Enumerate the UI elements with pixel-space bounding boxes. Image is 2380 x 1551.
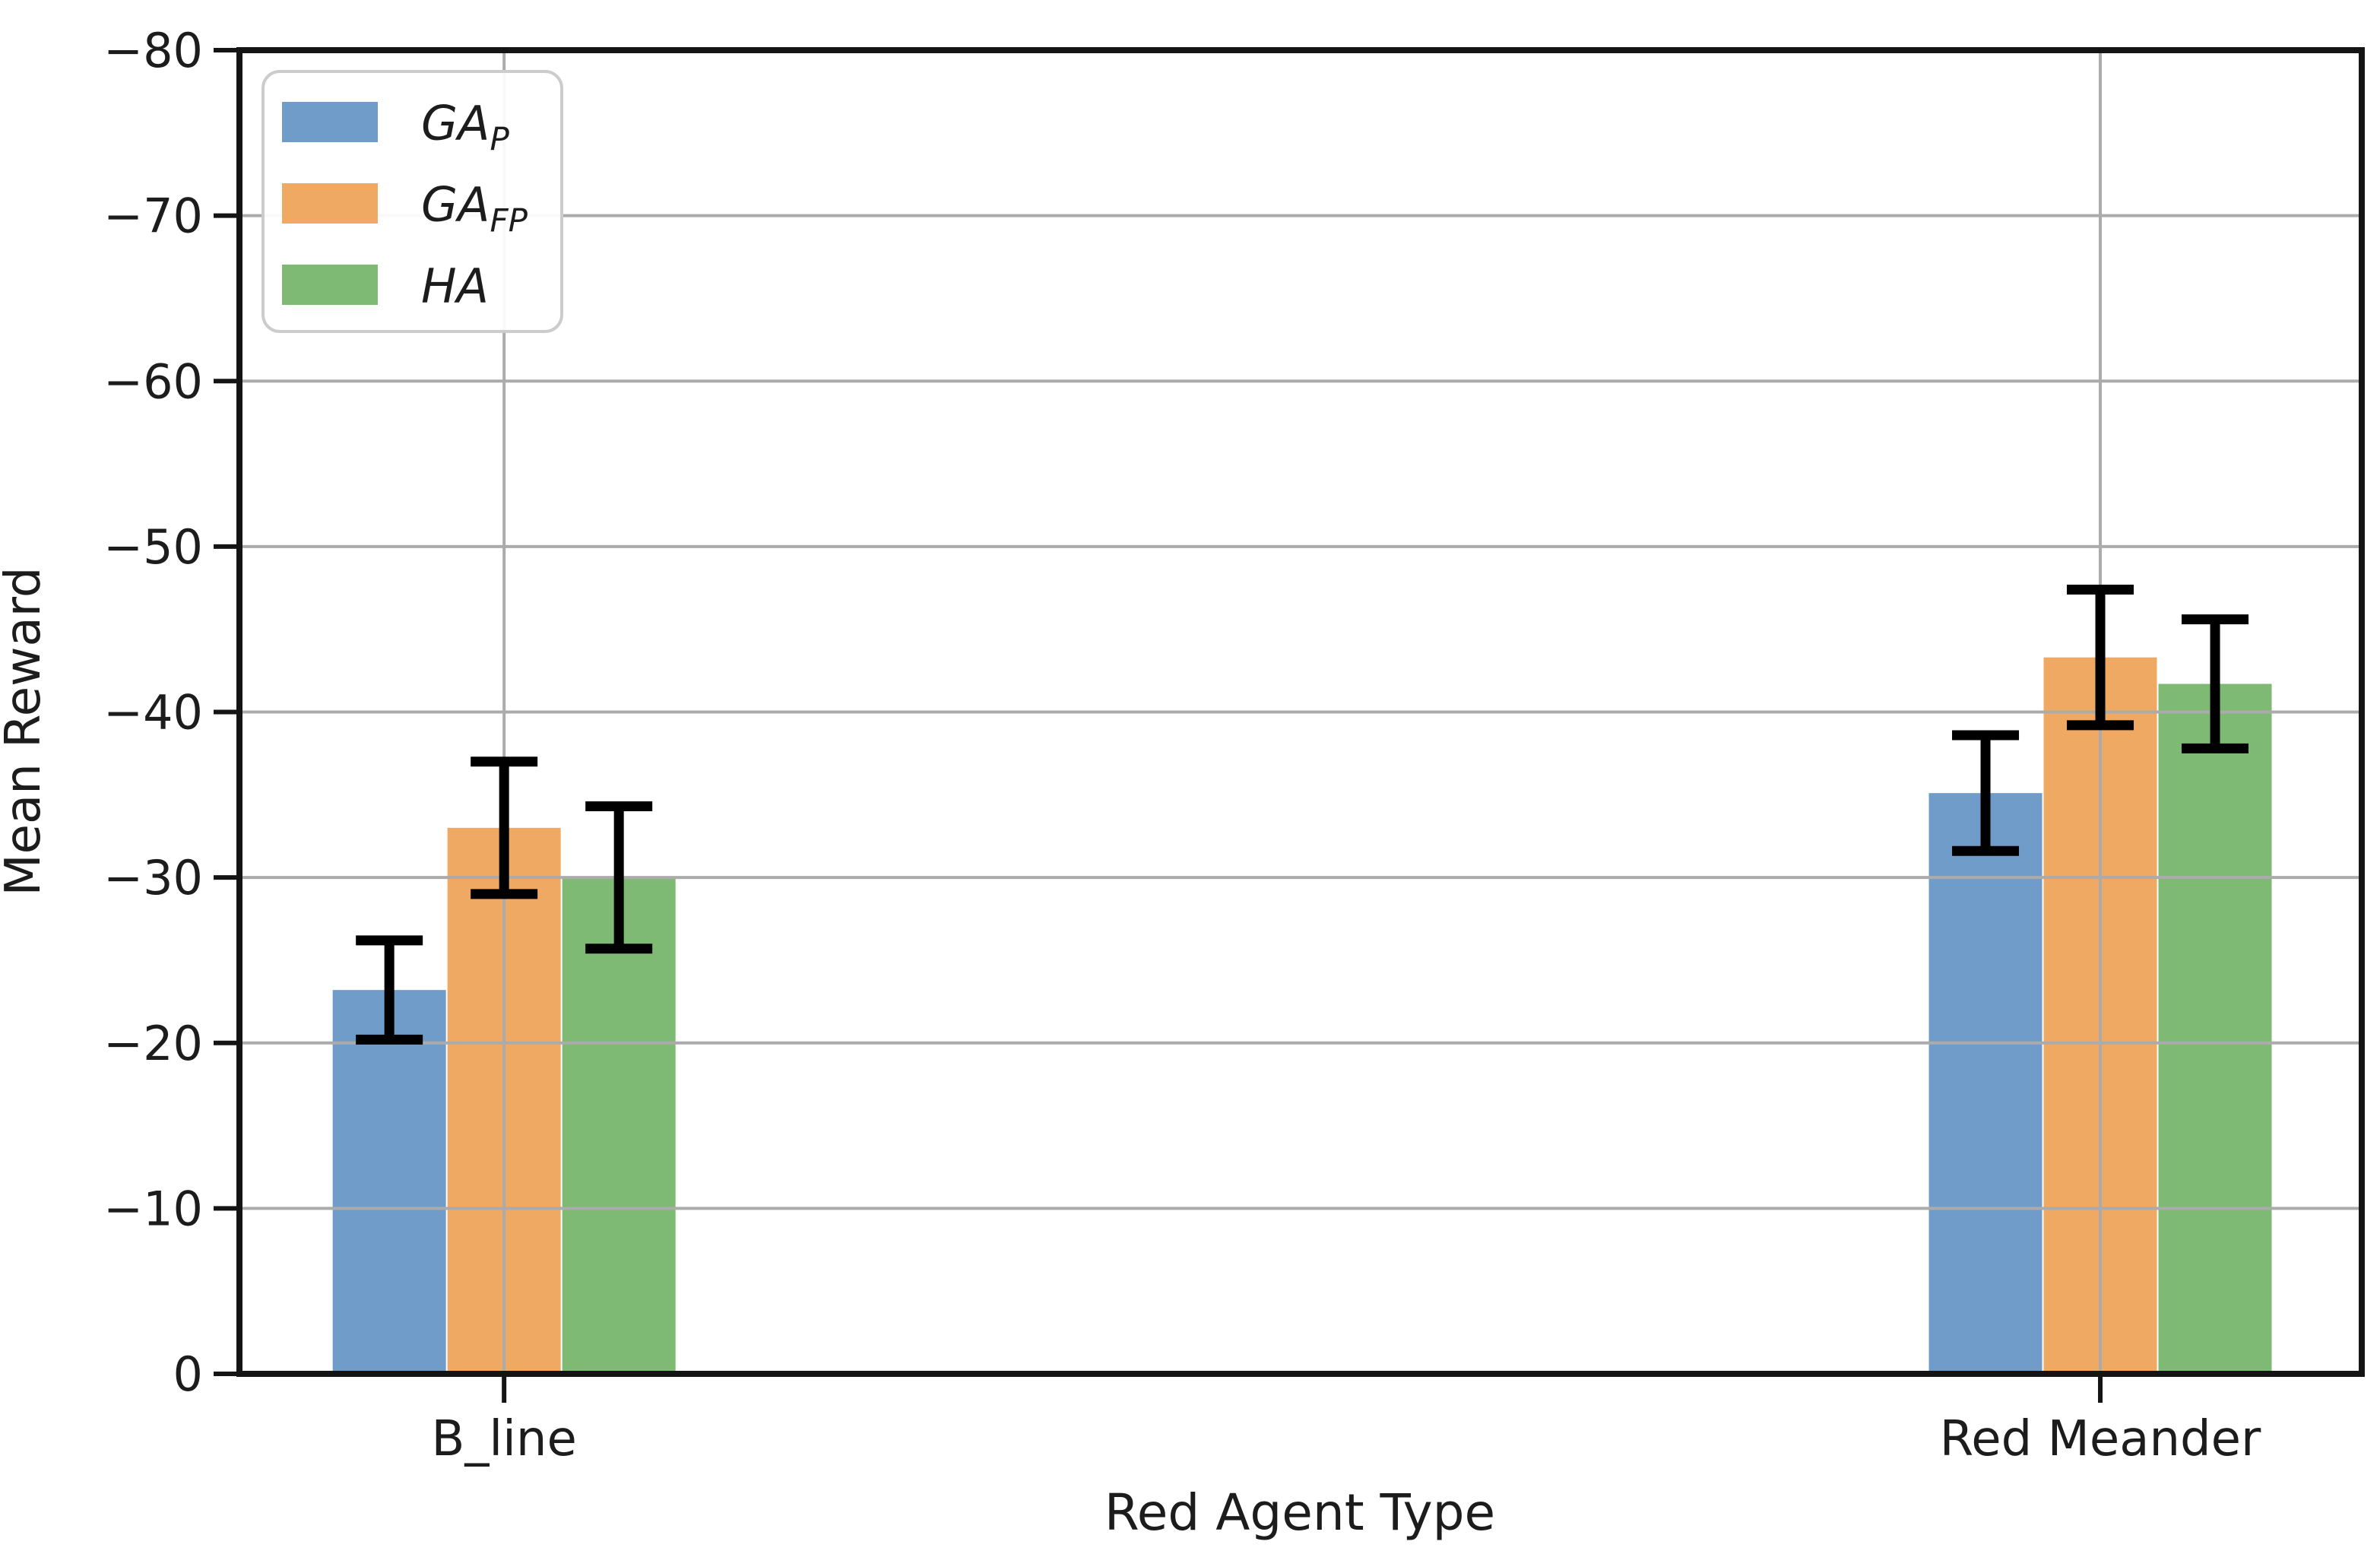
plot-area: −80 −70 −60 −50 −40 −30 −20 −10 0 B_line Red Meand…: [103, 23, 2365, 1467]
legend-swatch-GA_P: [282, 102, 378, 142]
y-tick-label: −20: [103, 1016, 203, 1071]
x-tick-label-B_line: B_line: [431, 1411, 576, 1467]
y-axis-title: Mean Reward: [0, 566, 52, 896]
bar-HA-B_line: [562, 877, 676, 1374]
legend-swatch-HA: [282, 265, 378, 305]
y-tick-label: −80: [103, 23, 203, 78]
y-tick-label: 0: [173, 1346, 203, 1402]
y-tick-label: −10: [103, 1181, 203, 1236]
x-axis-title: Red Agent Type: [1104, 1483, 1495, 1542]
y-tick-label: −40: [103, 685, 203, 741]
y-tick-label: −30: [103, 850, 203, 906]
legend-label-GA_P: GAP: [421, 96, 509, 158]
y-tick-label: −50: [103, 519, 203, 575]
x-tick-label-Red-Meander: Red Meander: [1940, 1411, 2261, 1467]
bar-GA_P-Red-Meander: [1928, 793, 2042, 1374]
bar-GA_P-B_line: [332, 990, 446, 1374]
legend-label-HA: HA: [421, 258, 489, 314]
y-tick-label: −70: [103, 189, 203, 244]
legend-label-GA_FP: GAFP: [421, 177, 528, 239]
legend-swatch-GA_FP: [282, 183, 378, 224]
y-tick-label: −60: [103, 354, 203, 409]
bar-HA-Red-Meander: [2158, 684, 2272, 1374]
